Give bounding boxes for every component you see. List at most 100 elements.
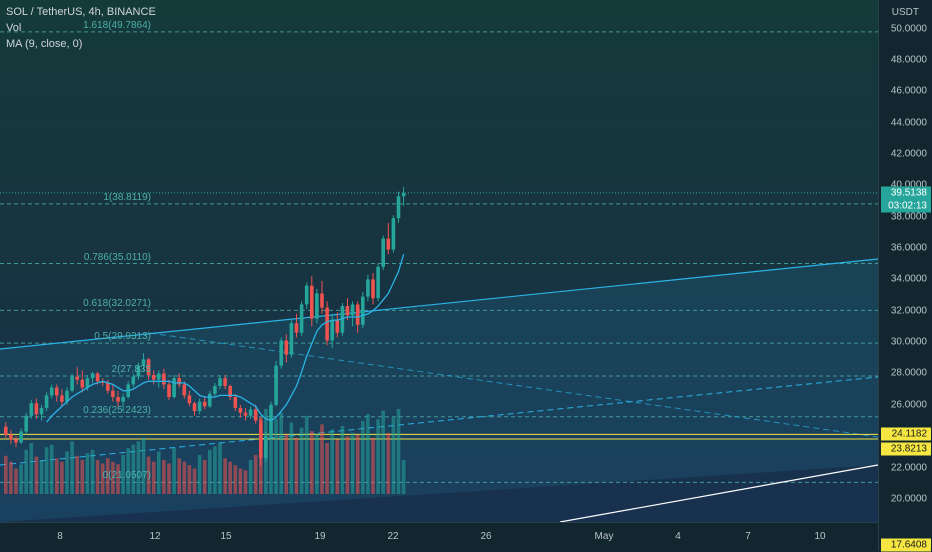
candle-body: [320, 293, 324, 308]
volume-bar: [151, 461, 156, 494]
candle-body: [95, 373, 100, 382]
candle-body: [264, 436, 268, 459]
volume-bar: [396, 409, 401, 494]
candle-body: [376, 266, 380, 299]
candle-body: [243, 412, 248, 416]
candle-body: [248, 409, 253, 416]
time-tick-label: 8: [57, 531, 63, 542]
time-tick-label: 10: [814, 531, 826, 542]
volume-bar: [335, 439, 340, 494]
volume-bar: [213, 446, 217, 494]
volume-bar: [238, 468, 243, 494]
volume-bar: [49, 444, 54, 494]
volume-bar: [55, 458, 59, 494]
volume-bar: [325, 443, 329, 494]
candle-body: [294, 323, 299, 333]
candle-body: [24, 415, 28, 432]
price-tick-label: 44.0000: [890, 117, 927, 129]
candle-body: [157, 373, 161, 380]
volume-bar: [366, 414, 370, 494]
candle-body: [167, 384, 171, 397]
volume-bar: [44, 447, 49, 494]
price-tick-label: 42.0000: [890, 148, 927, 160]
candle-body: [340, 306, 345, 333]
candle-body: [106, 382, 110, 391]
volume-bar: [340, 426, 345, 494]
time-axis[interactable]: 8 12 15 19 22 26 May 4 7 10: [0, 522, 878, 551]
candle-body: [381, 238, 385, 267]
volume-bar: [202, 460, 207, 494]
chart-area[interactable]: SOL / TetherUS, 4h, BINANCE Vol MA (9, c…: [0, 0, 878, 522]
price-axis[interactable]: USDT 50.0000 48.0000 46.0000 44.0000 42.0000…: [878, 0, 932, 552]
candle-body: [182, 384, 187, 396]
candle-body: [238, 407, 243, 413]
volume-bar: [386, 432, 391, 494]
volume-bar: [330, 429, 334, 494]
volume-bar: [182, 461, 187, 494]
price-tick-label: 32.0000: [890, 305, 927, 317]
channel-upper-line: [0, 258, 878, 350]
volume-bar: [70, 441, 74, 494]
candle-body: [146, 359, 151, 376]
volume-bar: [269, 432, 273, 494]
chart-canvas[interactable]: [0, 0, 878, 522]
time-tick-label: 19: [314, 531, 326, 542]
time-tick-label: 22: [387, 531, 399, 542]
candle-body: [4, 426, 8, 435]
volume-legend[interactable]: Vol: [6, 22, 22, 34]
volume-bar: [121, 454, 125, 494]
candle-body: [299, 304, 304, 333]
candle-body: [131, 376, 136, 385]
volume-bar: [177, 458, 181, 494]
candle-body: [223, 378, 227, 387]
candle-body: [100, 381, 105, 383]
candle-body: [284, 340, 289, 355]
volume-bar: [65, 451, 69, 494]
candle-body: [29, 403, 34, 416]
volume-bar: [106, 458, 110, 494]
fib-level-label: 2(27.835: [111, 364, 151, 376]
candle-timer-badge: 03:02:13: [881, 199, 931, 213]
candle-body: [366, 279, 370, 297]
volume-bar: [299, 427, 304, 494]
volume-bar: [39, 460, 44, 494]
volume-bar: [14, 468, 18, 494]
volume-bar: [218, 443, 222, 494]
volume-bar: [279, 412, 283, 494]
candle-body: [228, 386, 232, 397]
candle-body: [289, 323, 294, 355]
candle-body: [310, 285, 314, 319]
current-price-badge: 39.5138: [881, 186, 931, 200]
candle-body: [90, 373, 95, 379]
volume-bar: [376, 419, 380, 494]
price-tick-label: 40.0000: [890, 179, 927, 191]
volume-bar: [157, 451, 161, 494]
volume-bar: [361, 420, 365, 494]
candle-body: [49, 387, 54, 396]
volume-bar: [371, 437, 375, 494]
volume-bar: [111, 461, 115, 494]
volume-bar: [197, 454, 202, 494]
volume-bar: [228, 461, 232, 494]
price-tick-label: 28.0000: [890, 367, 927, 379]
volume-bar: [95, 460, 100, 494]
volume-bar: [355, 434, 360, 494]
candle-body: [80, 379, 85, 388]
candle-body: [70, 376, 74, 391]
volume-bar: [315, 434, 319, 494]
candle-body: [162, 373, 166, 385]
time-tick-label: 4: [675, 531, 681, 542]
candle-body: [386, 238, 391, 250]
symbol-legend[interactable]: SOL / TetherUS, 4h, BINANCE: [6, 6, 156, 18]
volume-bar: [60, 461, 64, 494]
volume-bar: [75, 455, 79, 494]
volume-bar: [391, 417, 396, 494]
ma-legend[interactable]: MA (9, close, 0): [6, 38, 83, 50]
volume-bar: [4, 455, 8, 494]
candle-body: [345, 306, 350, 316]
price-tick-label: 48.0000: [890, 54, 927, 66]
candle-body: [396, 196, 401, 219]
candle-body: [361, 296, 365, 325]
volume-bar: [233, 465, 238, 494]
price-tick-label: 36.0000: [890, 242, 927, 254]
